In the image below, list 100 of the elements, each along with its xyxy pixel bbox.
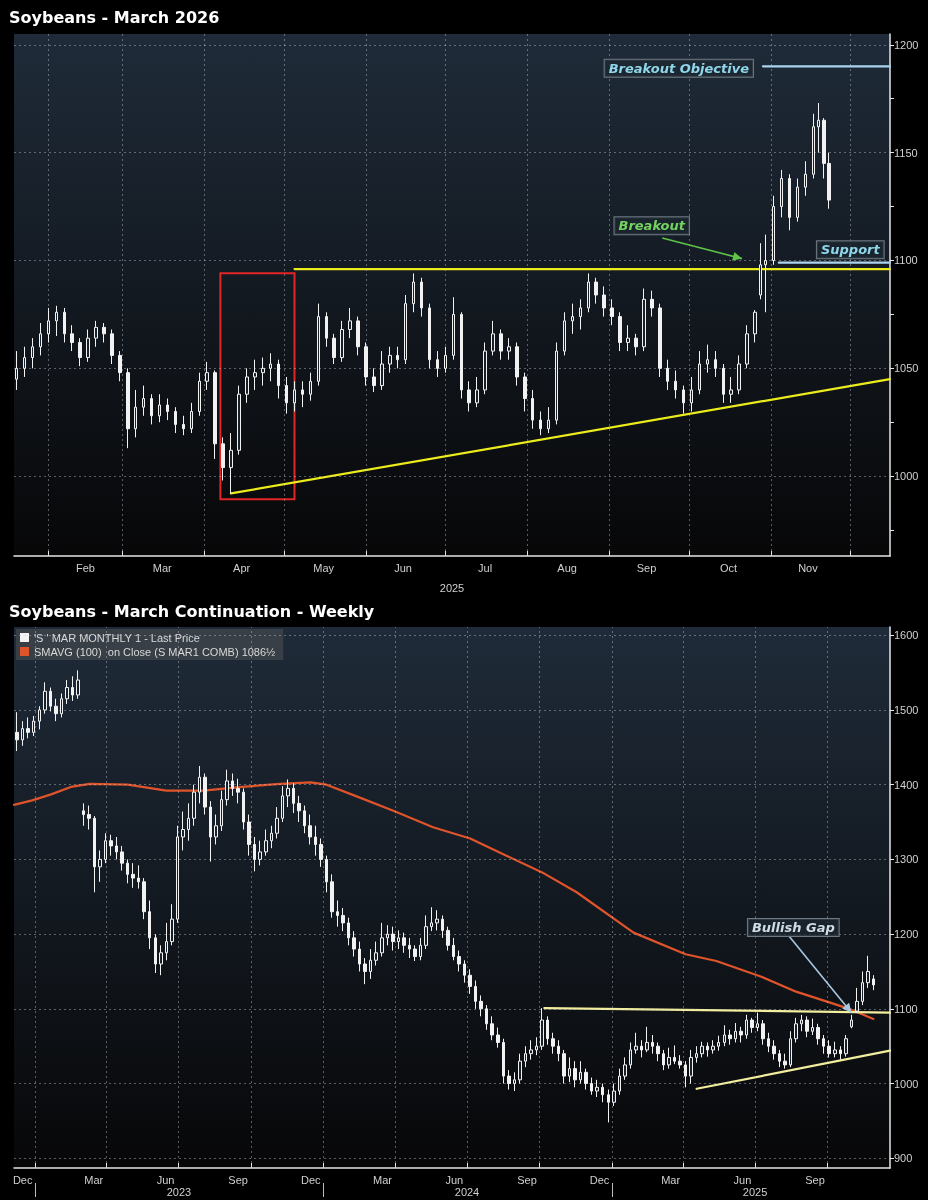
candlestick: [285, 376, 288, 415]
legend-label: 'S ' MAR MONTHLY 1 - Last Price: [34, 631, 200, 644]
x2-tick-label: 2025: [742, 1185, 768, 1198]
candlestick: [706, 1041, 709, 1058]
candlestick: [408, 937, 411, 959]
candlestick: [21, 720, 24, 747]
candlestick: [174, 406, 177, 434]
x-tick-label: Jul: [478, 561, 493, 574]
y-tick-label: 1200: [894, 928, 919, 941]
candlestick: [115, 836, 118, 860]
candlestick: [618, 311, 622, 352]
candlestick: [750, 1017, 754, 1034]
candlestick: [753, 309, 757, 343]
candlestick: [341, 907, 345, 932]
candlestick: [515, 341, 519, 387]
candlestick: [695, 1045, 698, 1064]
candlestick: [595, 1079, 599, 1098]
y-tick-label: 1050: [894, 362, 919, 375]
candlestick: [861, 970, 864, 1006]
candlestick: [309, 372, 312, 402]
candlestick: [817, 102, 820, 154]
candlestick: [47, 307, 50, 343]
candlestick: [650, 290, 654, 318]
candlestick: [31, 337, 34, 369]
candlestick: [634, 1032, 638, 1055]
candlestick: [496, 1027, 500, 1049]
x-tick-label: Sep: [228, 1173, 248, 1186]
candlestick: [332, 333, 336, 365]
candlestick: [317, 303, 320, 387]
candlestick: [698, 350, 701, 395]
annotation: Support: [820, 242, 881, 258]
candlestick: [523, 372, 527, 412]
candlestick: [767, 1032, 770, 1053]
candlestick: [391, 926, 395, 952]
candlestick: [430, 906, 433, 932]
candlestick: [475, 376, 479, 408]
candlestick: [358, 941, 361, 972]
x-tick-label: Sep: [636, 561, 657, 574]
candlestick: [380, 350, 384, 391]
x-tick-label: Dec: [589, 1173, 610, 1186]
x-tick-label: Jun: [733, 1173, 752, 1186]
candlestick: [833, 1041, 837, 1058]
candlestick: [388, 346, 392, 374]
candlestick: [579, 298, 582, 331]
candlestick: [372, 367, 376, 393]
candlestick: [555, 341, 558, 425]
candlestick: [666, 359, 669, 391]
candlestick: [483, 341, 487, 395]
x-tick-label: Dec: [300, 1173, 322, 1186]
candlestick: [293, 380, 296, 412]
candlestick: [737, 354, 741, 395]
candlestick: [126, 858, 129, 884]
candlestick: [800, 1014, 803, 1032]
x-tick-label: Mar: [661, 1173, 681, 1186]
candlestick: [292, 782, 295, 814]
candlestick: [872, 974, 875, 991]
candlestick: [745, 1014, 748, 1040]
candlestick: [86, 329, 90, 363]
candlestick: [286, 778, 290, 808]
y-tick-label: 1600: [894, 629, 919, 642]
candlestick: [722, 363, 725, 404]
candlestick: [231, 772, 234, 797]
candlestick: [386, 924, 389, 946]
x-tick-label: Dec: [12, 1173, 33, 1186]
candlestick: [137, 864, 140, 890]
candlestick: [258, 840, 262, 866]
candlestick: [54, 698, 58, 722]
candlestick: [369, 948, 372, 980]
candlestick: [571, 303, 574, 335]
candlestick: [356, 316, 360, 356]
candlestick: [420, 277, 423, 318]
candlestick: [651, 1034, 654, 1055]
candlestick: [187, 802, 190, 842]
candlestick: [658, 303, 662, 378]
candlestick: [126, 367, 130, 449]
candlestick: [734, 1022, 737, 1043]
y-tick-label: 1300: [894, 853, 919, 866]
candlestick: [739, 1026, 743, 1043]
candlestick: [220, 790, 223, 832]
candlestick: [745, 324, 749, 369]
candlestick: [772, 1039, 776, 1061]
candlestick: [213, 370, 217, 460]
candlestick: [629, 1041, 632, 1070]
candlestick: [805, 1015, 809, 1038]
candlestick: [460, 311, 463, 400]
candlestick: [789, 1030, 792, 1068]
candlestick: [39, 322, 42, 356]
candlestick: [673, 1044, 676, 1065]
y-tick-label: 1100: [894, 1002, 918, 1015]
candlestick: [319, 837, 323, 868]
candlestick: [855, 987, 859, 1014]
candlestick: [60, 693, 63, 718]
candlestick: [474, 979, 477, 1010]
candlestick: [783, 1053, 787, 1070]
candlestick: [642, 288, 646, 352]
candlestick: [714, 350, 717, 378]
candlestick: [253, 359, 257, 391]
y-tick-label: 1400: [894, 778, 919, 791]
candlestick: [87, 805, 91, 830]
x-tick-label: Jun: [445, 1173, 464, 1186]
